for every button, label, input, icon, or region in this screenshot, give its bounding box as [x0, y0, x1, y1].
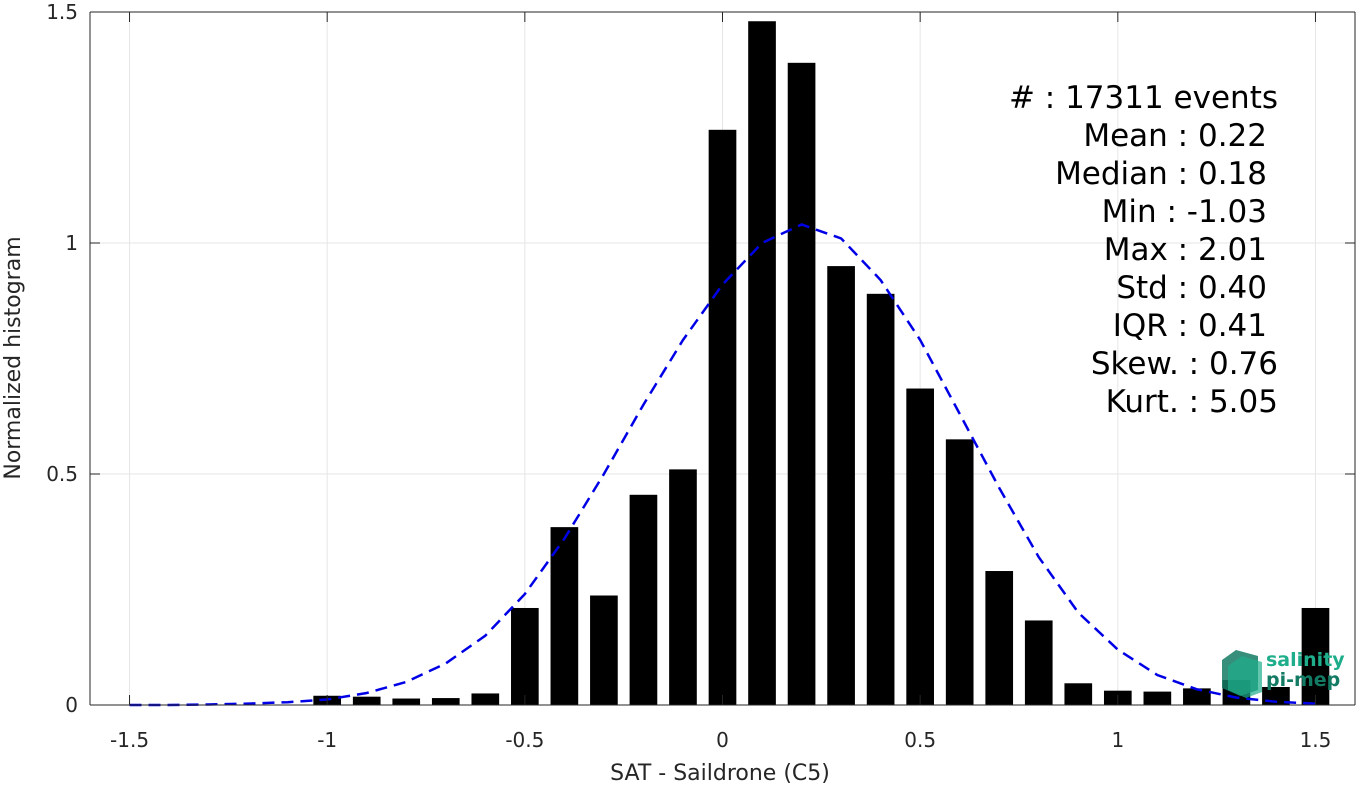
x-tick-label: 0 — [716, 728, 729, 752]
bar — [1064, 683, 1093, 705]
y-tick-label: 1 — [65, 231, 78, 255]
bar — [906, 388, 934, 705]
bar — [669, 469, 697, 705]
stats-min: Min : -1.03 — [1102, 194, 1267, 230]
stats-skew: Skew. : 0.76 — [1091, 346, 1278, 382]
y-tick-label: 0.5 — [46, 462, 78, 486]
stats-iqr: IQR : 0.41 — [1113, 308, 1267, 344]
bar — [629, 494, 658, 705]
bar — [590, 595, 618, 705]
y-tick-label: 0 — [65, 693, 78, 717]
x-tick-label: -1 — [317, 728, 337, 752]
x-tick-label: 0.5 — [904, 728, 936, 752]
bar — [511, 607, 539, 705]
stats-std: Std : 0.40 — [1116, 270, 1267, 306]
x-tick-label: 1.5 — [1300, 728, 1332, 752]
stats-kurt: Kurt. : 5.05 — [1106, 384, 1278, 420]
x-tick-label: -0.5 — [505, 728, 544, 752]
bar — [1301, 607, 1330, 705]
bars — [313, 21, 1330, 706]
stats-events: # : 17311 events — [1009, 80, 1278, 116]
stats-box: # : 17311 events Mean : 0.22 Median : 0.… — [1009, 80, 1278, 420]
x-tick-label: 1 — [1111, 728, 1124, 752]
stats-max: Max : 2.01 — [1104, 232, 1267, 268]
bar — [1143, 691, 1172, 705]
bar — [945, 439, 974, 705]
bar — [431, 698, 460, 705]
bar — [392, 698, 421, 705]
stats-mean: Mean : 0.22 — [1083, 118, 1267, 154]
logo-line1: salinity — [1266, 649, 1345, 671]
bar — [1183, 688, 1211, 705]
y-axis-title: Normalized histogram — [1, 236, 26, 479]
bar — [708, 129, 737, 705]
logo-line2: pi-mep — [1266, 669, 1340, 691]
bar — [827, 266, 855, 705]
bar — [550, 527, 579, 705]
stats-median: Median : 0.18 — [1055, 156, 1267, 192]
salinity-pimep-logo: salinity pi-mep — [1222, 649, 1345, 698]
x-axis-title: SAT - Saildrone (C5) — [610, 761, 830, 785]
tick-labels: -1.5 -1 -0.5 0 0.5 1 1.5 0 0.5 1 1.5 — [46, 0, 1331, 752]
bar — [985, 571, 1014, 705]
bar — [352, 696, 381, 705]
y-tick-label: 1.5 — [46, 0, 78, 24]
bar — [787, 62, 816, 705]
bar — [866, 293, 895, 705]
bar — [471, 693, 500, 705]
x-tick-label: -1.5 — [110, 728, 149, 752]
bar — [1024, 620, 1053, 705]
logo-mark-icon — [1222, 650, 1262, 698]
bar — [748, 21, 776, 706]
axes — [89, 11, 1356, 706]
